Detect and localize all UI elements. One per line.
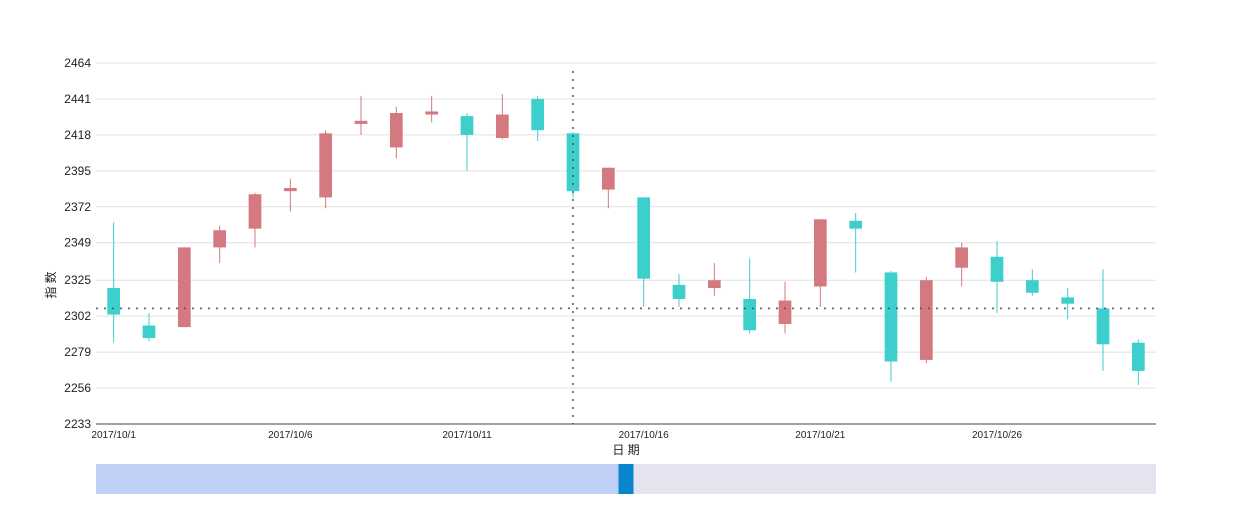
crosshair [96,71,1156,424]
candle[interactable] [354,95,368,135]
x-axis-ticks: 2017/10/1 2017/10/6 2017/10/11 2017/10/16 20… [91,430,1022,441]
candle-body [1131,342,1145,371]
x-tick-label: 2017/10/11 [442,430,492,441]
candle[interactable] [707,263,721,296]
candle-body [637,197,651,279]
candle[interactable] [849,213,863,273]
candle-body [707,280,721,289]
y-tick-label: 2441 [64,92,91,106]
x-tick-label: 2017/10/6 [268,430,313,441]
candle-body [495,114,509,139]
candle[interactable] [1096,269,1110,371]
candle[interactable] [601,167,615,209]
candle[interactable] [743,258,757,334]
candle-body [919,280,933,360]
candle[interactable] [637,197,651,307]
candle-body [1061,297,1075,304]
candle-body [566,133,580,192]
candle-body [778,300,792,324]
candle[interactable] [425,95,439,123]
x-tick-label: 2017/10/1 [91,430,136,441]
y-tick-label: 2233 [64,417,91,431]
slider-handle[interactable] [618,464,634,494]
y-tick-label: 2395 [64,164,91,178]
candle-body [990,256,1004,282]
candle[interactable] [531,95,545,142]
candle-body [884,272,898,362]
y-tick-label: 2372 [64,200,91,214]
candle-body [955,247,969,268]
candle[interactable] [919,277,933,364]
y-tick-label: 2256 [64,381,91,395]
range-slider[interactable] [96,464,1156,494]
candle-body [248,194,262,229]
candle-body [601,167,615,190]
x-axis-title: 日 期 [612,443,639,457]
candle[interactable] [319,130,333,209]
y-axis-title: 指 数 [43,271,58,298]
candle[interactable] [142,313,156,342]
candle[interactable] [672,273,686,307]
candle[interactable] [990,241,1004,314]
candle-body [389,113,403,148]
candle[interactable] [813,219,827,307]
candle-body [460,116,474,135]
grid-lines [96,62,1156,425]
candle-body [107,288,121,315]
candle-body [319,133,333,198]
candle-body [425,111,439,115]
candle[interactable] [955,242,969,287]
candle[interactable] [460,113,474,171]
candle[interactable] [107,222,121,343]
candle[interactable] [213,225,227,264]
candle-body [354,120,368,124]
candle-body [849,220,863,229]
y-tick-label: 2279 [64,345,91,359]
y-axis-ticks: 2233 2256 2279 2302 2325 2349 2372 2395 2418 2441… [64,56,91,431]
candle-body [1025,280,1039,293]
x-tick-label: 2017/10/16 [619,430,669,441]
candle-body [177,247,191,328]
x-tick-label: 2017/10/21 [795,430,845,441]
candle[interactable] [1131,339,1145,385]
y-tick-label: 2464 [64,56,91,70]
y-tick-label: 2418 [64,128,91,142]
candle[interactable] [283,178,297,212]
candle-body [531,98,545,131]
candle[interactable] [778,281,792,334]
candle[interactable] [1025,269,1039,296]
candles[interactable] [107,94,1145,385]
candle-body [743,298,757,331]
candle[interactable] [495,94,509,140]
candle[interactable] [884,270,898,382]
candle-body [213,230,227,248]
candle[interactable] [1061,288,1075,320]
y-tick-label: 2302 [64,309,91,323]
x-tick-label: 2017/10/26 [972,430,1022,441]
candle[interactable] [566,131,580,198]
y-tick-label: 2349 [64,236,91,250]
slider-selected-range [96,464,619,494]
candle-body [813,219,827,287]
candle-body [283,188,297,192]
candle-body [672,284,686,299]
candle-body [1096,308,1110,345]
candle-body [142,325,156,339]
candle[interactable] [389,106,403,159]
candle[interactable] [248,192,262,248]
candle[interactable] [177,247,191,328]
y-tick-label: 2325 [64,273,91,287]
